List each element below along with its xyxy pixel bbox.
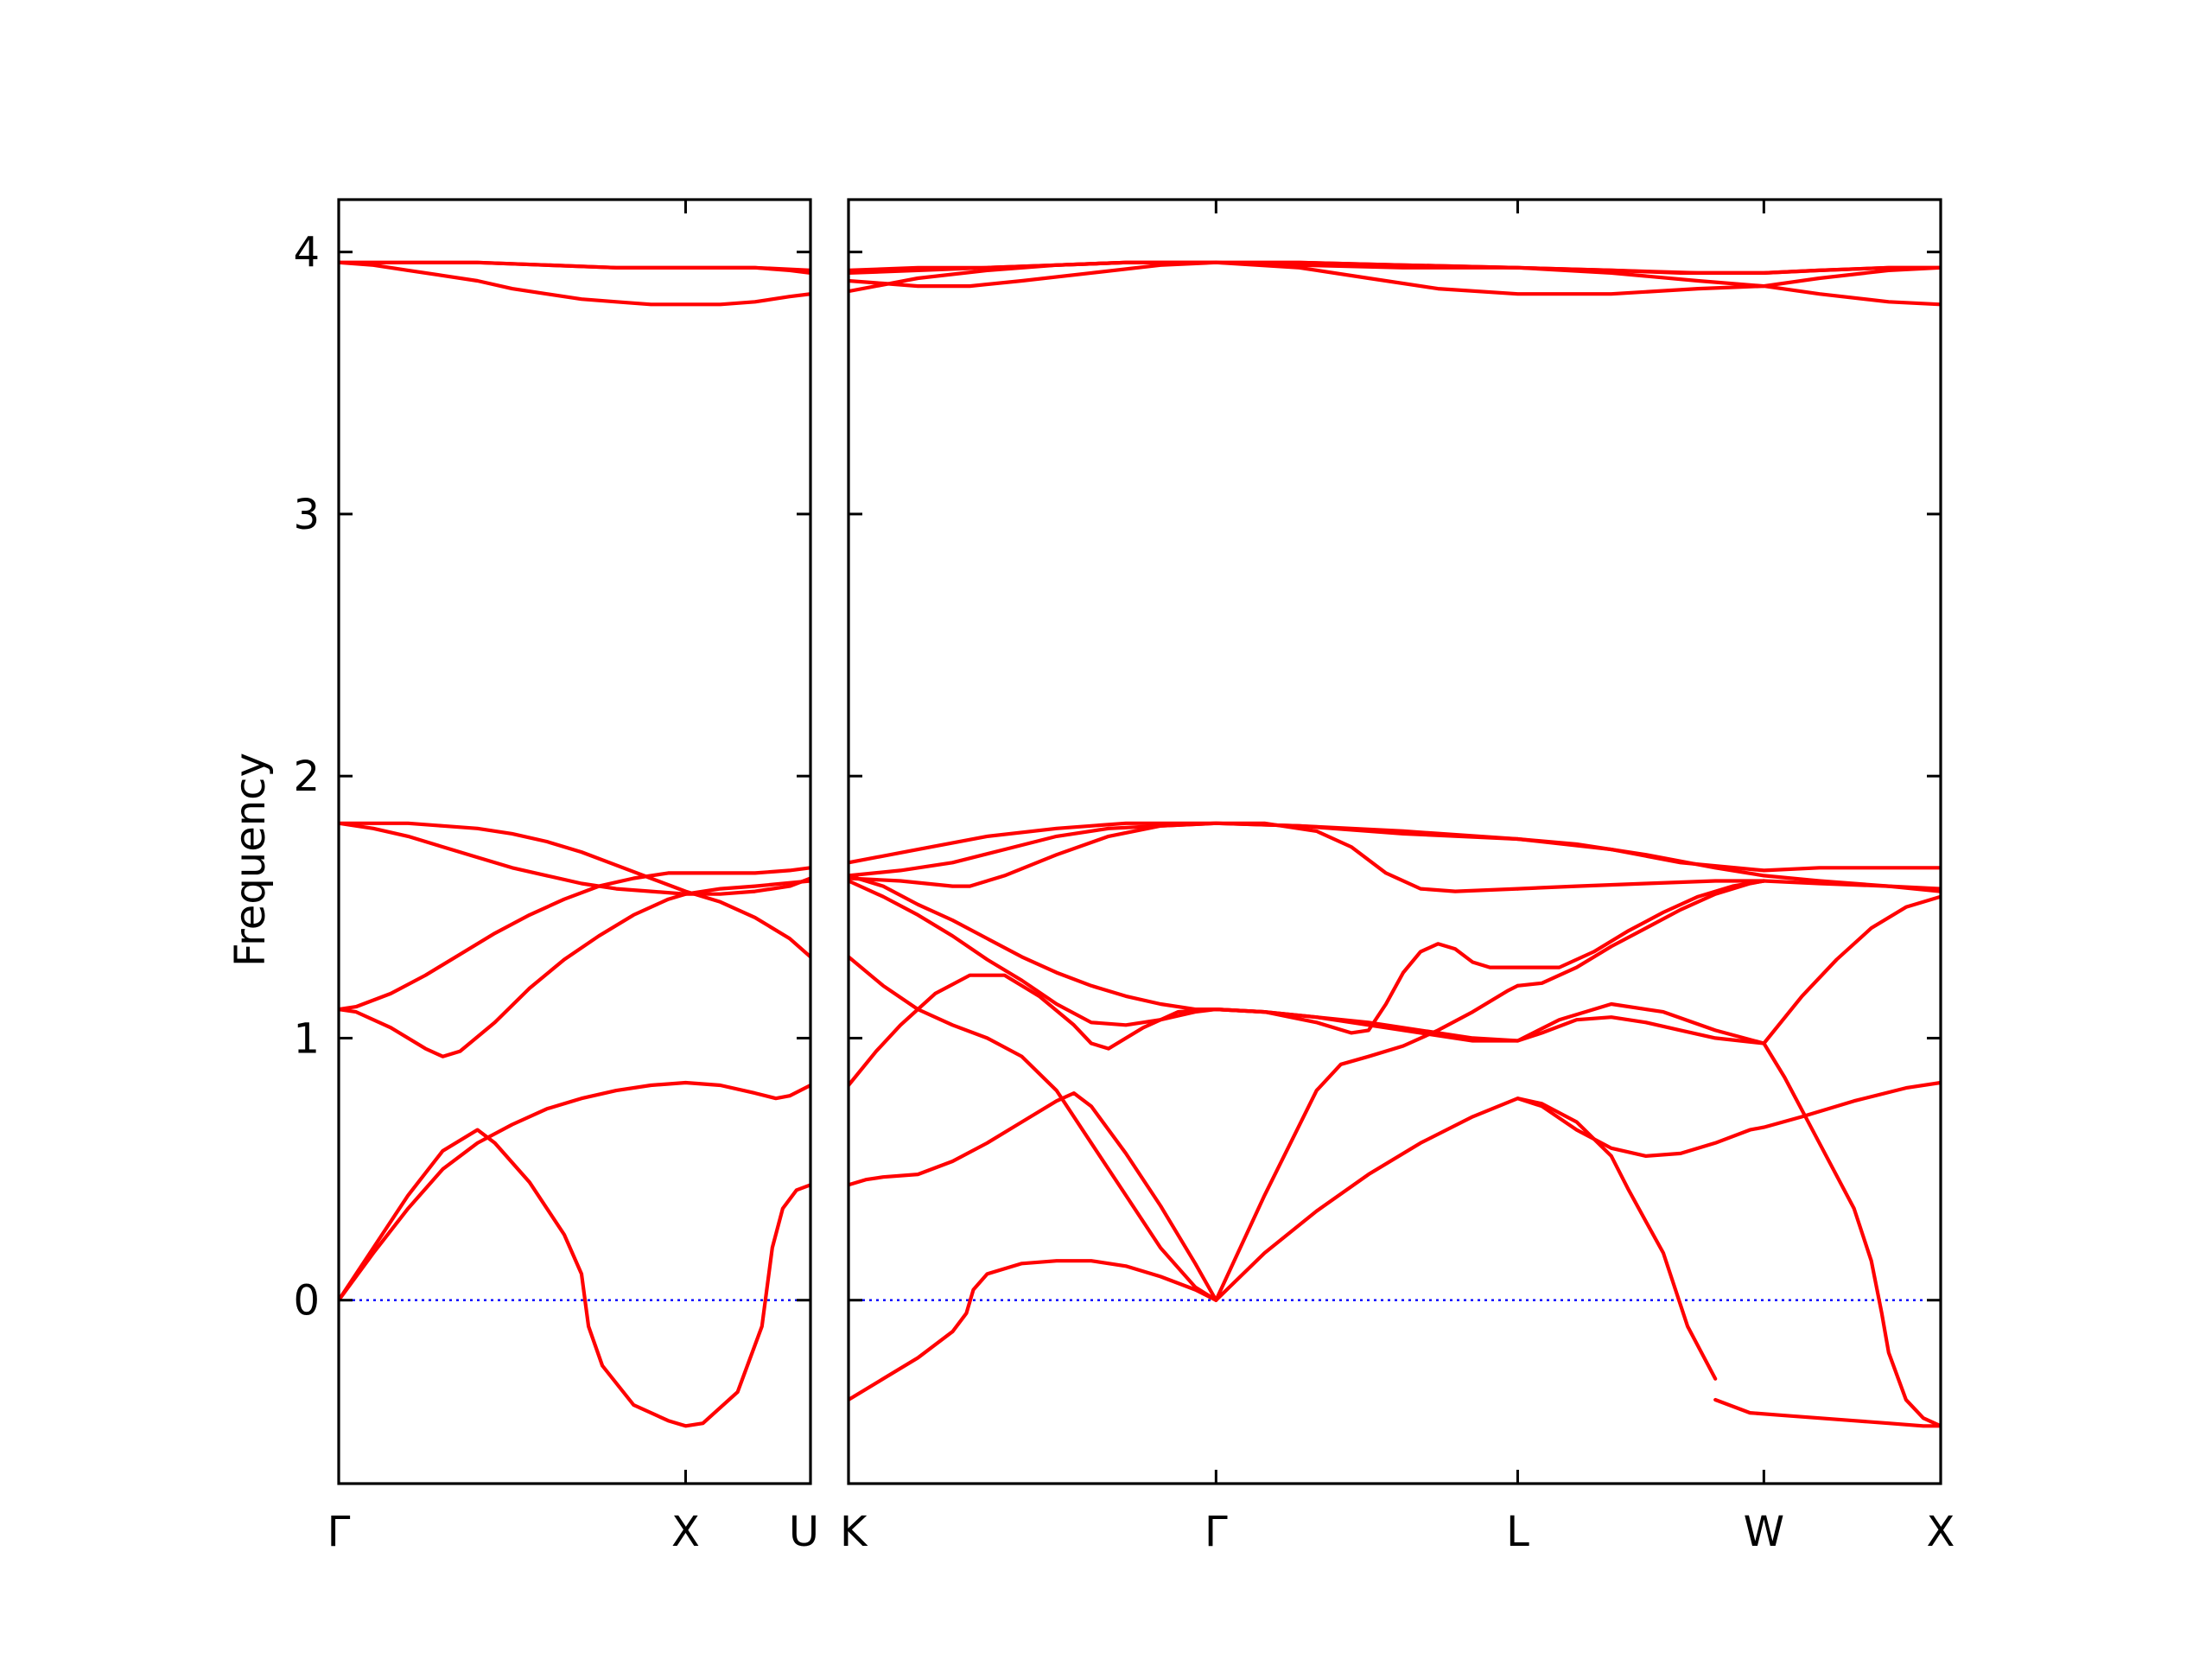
x-tick-label: L [1506,1508,1529,1556]
x-tick-label: W [1744,1508,1784,1556]
band-line-14 [1516,879,1766,988]
band-line-24 [1214,260,1941,307]
band-line-9 [339,260,810,275]
band-line-13 [1214,1007,1766,1046]
band-line-10 [849,879,1218,1027]
y-tick-label: 1 [293,1014,320,1063]
band-line-21 [849,821,1941,873]
band-line-6 [849,955,1218,1302]
panel-1: 0 1 2 3 4 Γ X U [293,198,819,1556]
x-tick-label: K [840,1508,868,1556]
band-line-4 [849,1091,1218,1302]
band-line-6 [339,821,810,959]
band-line-5 [339,821,810,896]
band-line-3 [339,879,810,1058]
band-line-7 [339,260,810,307]
band-line-8 [849,973,1218,1088]
band-line-4 [339,866,810,1012]
band-line-2 [1214,1096,1718,1381]
band-curves [339,260,810,1428]
band-line-9 [1214,879,1766,1035]
band-line-7 [1214,983,1520,1302]
x-tick-label: Γ [327,1508,351,1556]
band-line-15 [1762,894,1941,1046]
panel-frame [847,198,1942,1485]
band-line-1 [339,1128,810,1428]
band-line-5 [1516,1080,1941,1158]
x-tick-label: X [1927,1508,1955,1556]
y-tick-label: 3 [293,491,320,539]
y-tick-label: 0 [293,1277,320,1325]
band-line-27 [849,260,1941,275]
band-line-16 [1762,1041,1941,1428]
panel-frame [337,198,812,1485]
band-curves [849,260,1941,1428]
x-tick-label: Γ [1205,1508,1228,1556]
band-line-3 [1713,1397,1941,1428]
x-tick-label: U [789,1508,819,1556]
y-tick-label: 4 [293,229,320,277]
y-axis-title: Frequency [226,753,275,967]
y-tick-label: 2 [293,753,320,801]
band-line-12 [849,874,1218,1012]
plot-panels: 0 1 2 3 4 Γ X U K Γ L W X [293,198,1955,1556]
x-tick-label: X [671,1508,700,1556]
band-line-2 [339,1080,810,1302]
band-line-26 [1214,260,1941,289]
band-line-1 [849,1259,1218,1402]
